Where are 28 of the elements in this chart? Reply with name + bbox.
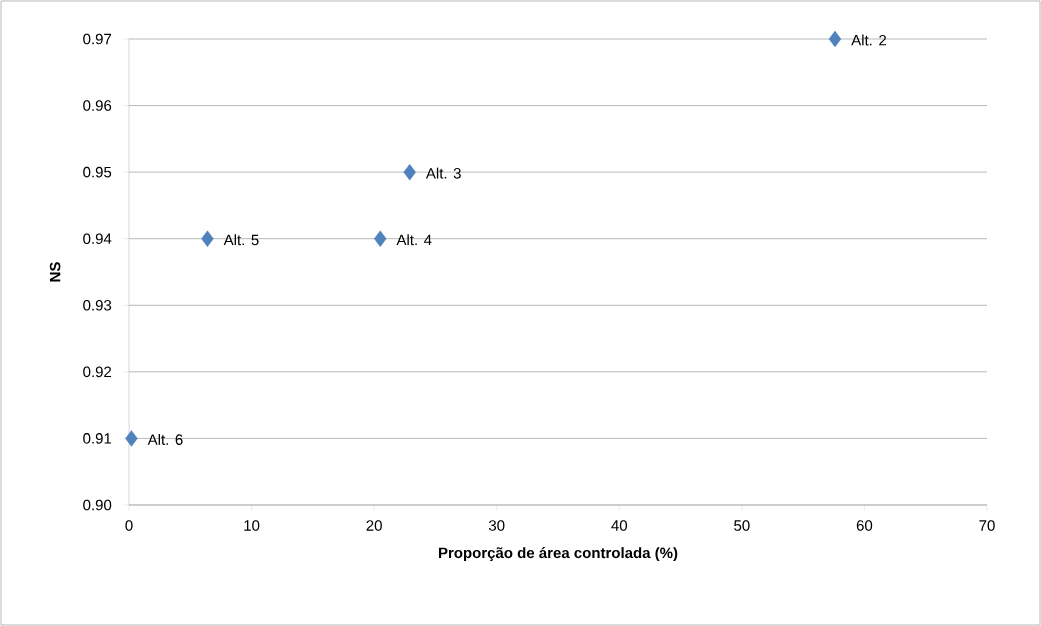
annotation: Alt. 5 <box>223 234 259 246</box>
x-axis-title: Proporção de área controlada (%) <box>438 547 678 562</box>
point <box>201 230 214 247</box>
y-axis-title: NS <box>49 262 61 282</box>
point <box>828 30 842 48</box>
x-tick-label: 40 <box>611 520 628 531</box>
point <box>403 163 416 181</box>
y-tick-label: 0.91 <box>83 433 112 444</box>
annotation: Alt. 4 <box>396 234 432 246</box>
y-tick-label: 0.92 <box>83 366 112 378</box>
x-tick-label: 50 <box>734 520 750 531</box>
x-tick-label: 10 <box>244 520 260 531</box>
y-tick-label: 0.93 <box>83 299 112 311</box>
annotation: Alt. 3 <box>425 167 461 179</box>
y-tick-label: 0.94 <box>83 233 112 245</box>
point <box>125 430 138 447</box>
x-tick-label: 0 <box>125 520 133 531</box>
annotation: Alt. 2 <box>851 34 887 46</box>
point <box>374 230 387 247</box>
x-tick-label: 30 <box>488 520 505 531</box>
y-tick-label: 0.95 <box>83 166 112 178</box>
x-tick-label: 70 <box>979 520 995 531</box>
x-tick-label: 60 <box>856 520 873 531</box>
x-tick-label: 20 <box>366 520 382 531</box>
y-tick-label: 0.96 <box>83 100 112 111</box>
y-tick-label: 0.97 <box>83 33 112 45</box>
annotation: Alt. 6 <box>147 433 183 445</box>
y-tick-label: 0.90 <box>83 499 112 511</box>
